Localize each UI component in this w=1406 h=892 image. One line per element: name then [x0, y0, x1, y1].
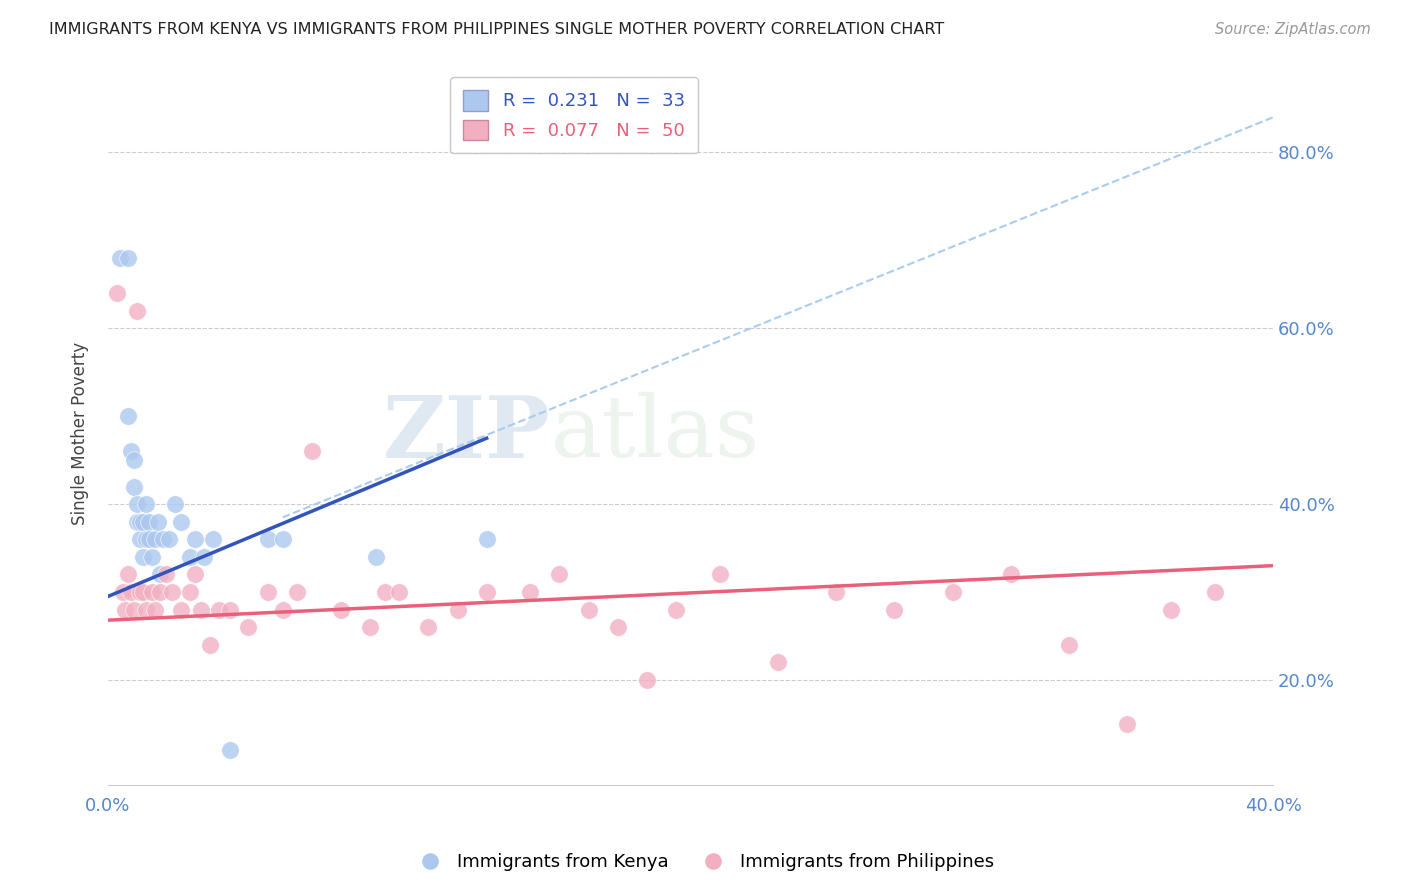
Point [359, 620, 381, 634]
Point [129, 533, 152, 547]
Point [179, 549, 201, 564]
Point [446, 602, 468, 616]
Point [709, 567, 731, 582]
Point [129, 515, 152, 529]
Point [665, 602, 688, 616]
Point [883, 602, 905, 616]
Point [146, 515, 169, 529]
Point [388, 585, 411, 599]
Point [129, 585, 152, 599]
Point [179, 585, 201, 599]
Point [132, 585, 155, 599]
Point [135, 602, 157, 616]
Y-axis label: Single Mother Poverty: Single Mother Poverty [72, 343, 89, 525]
Point [143, 533, 166, 547]
Point [301, 444, 323, 458]
Text: IMMIGRANTS FROM KENYA VS IMMIGRANTS FROM PHILIPPINES SINGLE MOTHER POVERTY CORRE: IMMIGRANTS FROM KENYA VS IMMIGRANTS FROM… [49, 22, 945, 37]
Point [105, 286, 128, 301]
Point [170, 602, 193, 616]
Point [285, 585, 308, 599]
Legend: Immigrants from Kenya, Immigrants from Philippines: Immigrants from Kenya, Immigrants from P… [404, 847, 1002, 879]
Point [149, 567, 172, 582]
Point [825, 585, 848, 599]
Point [135, 533, 157, 547]
Point [1000, 567, 1022, 582]
Point [157, 533, 180, 547]
Point [138, 515, 160, 529]
Point [519, 585, 541, 599]
Point [1057, 638, 1080, 652]
Point [578, 602, 600, 616]
Point [141, 585, 163, 599]
Point [271, 533, 294, 547]
Point [127, 515, 149, 529]
Point [193, 549, 215, 564]
Point [120, 444, 142, 458]
Point [170, 515, 193, 529]
Point [766, 656, 789, 670]
Point [364, 549, 387, 564]
Point [111, 585, 134, 599]
Point [198, 638, 221, 652]
Point [132, 549, 155, 564]
Point [160, 585, 183, 599]
Point [117, 409, 139, 424]
Point [117, 567, 139, 582]
Point [149, 585, 172, 599]
Point [236, 620, 259, 634]
Text: ZIP: ZIP [382, 392, 551, 475]
Point [155, 567, 177, 582]
Point [163, 497, 186, 511]
Point [330, 602, 353, 616]
Point [122, 453, 145, 467]
Point [132, 515, 155, 529]
Point [120, 585, 142, 599]
Point [374, 585, 396, 599]
Point [201, 533, 224, 547]
Point [190, 602, 212, 616]
Point [475, 533, 498, 547]
Point [271, 602, 294, 616]
Point [548, 567, 571, 582]
Point [1160, 602, 1182, 616]
Text: atlas: atlas [551, 392, 759, 475]
Point [418, 620, 440, 634]
Point [208, 602, 231, 616]
Point [141, 549, 163, 564]
Point [127, 497, 149, 511]
Point [114, 602, 136, 616]
Point [122, 602, 145, 616]
Text: Source: ZipAtlas.com: Source: ZipAtlas.com [1215, 22, 1371, 37]
Point [1116, 717, 1139, 731]
Point [122, 479, 145, 493]
Point [219, 602, 242, 616]
Point [606, 620, 628, 634]
Point [257, 585, 280, 599]
Point [135, 497, 157, 511]
Point [117, 251, 139, 265]
Point [636, 673, 658, 687]
Point [127, 303, 149, 318]
Point [152, 533, 174, 547]
Point [1204, 585, 1226, 599]
Point [219, 743, 242, 757]
Point [108, 251, 131, 265]
Point [143, 602, 166, 616]
Point [942, 585, 965, 599]
Point [184, 533, 207, 547]
Point [184, 567, 207, 582]
Point [475, 585, 498, 599]
Point [257, 533, 280, 547]
Legend: R =  0.231   N =  33, R =  0.077   N =  50: R = 0.231 N = 33, R = 0.077 N = 50 [450, 77, 697, 153]
Point [138, 533, 160, 547]
